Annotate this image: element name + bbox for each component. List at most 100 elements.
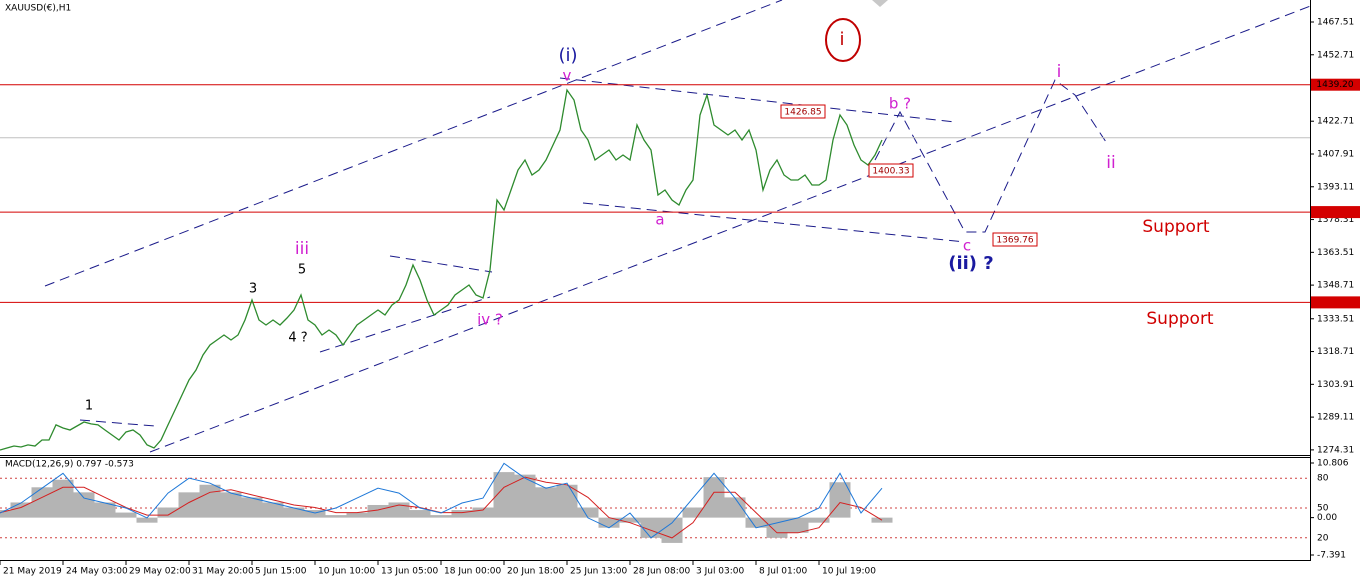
wave-label: (i) [558,45,577,66]
trend-line [79,419,156,427]
level-box [1311,206,1360,219]
macd-bar [220,492,242,518]
price-tag-box [780,104,826,119]
price-tag: 1369.76 [996,236,1033,246]
x-tick-label: 20 Jun 18:00 [507,567,564,577]
x-tick-label: 24 May 03:00 [66,567,128,577]
wave-label: i [839,29,844,50]
y-tick-label: 10.806 [1317,458,1349,468]
macd-bar [598,517,620,528]
level-label: 1439.20 [1316,80,1353,90]
macd-bar [451,510,473,518]
price-line [0,88,883,451]
y-tick-label: 1348.71 [1317,281,1354,291]
wave-label: ii [1106,153,1115,173]
indicator-line [0,462,883,539]
x-tick-label: 13 Jun 05:00 [381,567,438,577]
macd-bar [115,512,137,518]
y-tick-label: 1422.71 [1317,117,1354,127]
y-tick-label: 1467.51 [1317,17,1354,27]
y-tick-label: 1274.31 [1317,445,1354,455]
x-tick-label: 31 May 20:00 [192,567,254,577]
macd-bar [430,515,452,518]
macd-bar [241,497,263,518]
scroll-marker [872,0,888,7]
y2-tick-label: 80 [1317,474,1329,484]
macd-bar [724,497,746,518]
y-tick-label: 1333.51 [1317,314,1354,324]
wave-label: i [1057,62,1062,82]
x-tick-label: 3 Jul 03:00 [696,567,745,577]
macd-bar [703,477,725,518]
x-tick-label: 8 Jul 01:00 [759,567,808,577]
wave-label: b ? [889,95,911,113]
macd-bar [661,517,683,543]
macd-bar [808,517,830,523]
wave-label: v [563,67,572,85]
macd-bar [325,515,347,518]
macd-bar [556,484,578,518]
trend-line [389,255,493,273]
channel-line [44,0,783,287]
y2-tick-label: 20 [1317,533,1329,543]
indicator-title: MACD(12,26,9) 0.797 -0.573 [5,460,134,470]
y-tick-label: -7.391 [1317,550,1346,560]
macd-bar [577,507,599,518]
macd-bar [283,507,305,518]
macd-bar [199,484,221,518]
y-tick-label: 1303.91 [1317,380,1354,390]
macd-bar [409,510,431,518]
level-box [1311,296,1360,309]
level-box [1311,78,1360,91]
support-label: Support [1142,217,1210,237]
x-tick-label: 29 May 02:00 [129,567,191,577]
macd-bar [787,517,809,533]
x-tick-label: 5 Jun 15:00 [255,567,307,577]
macd-bar [640,517,662,538]
price-tag-box [992,232,1038,247]
macd-bar [367,504,389,518]
macd-bar [31,487,53,518]
price-tag-box [868,163,914,178]
y-tick-label: 1407.91 [1317,149,1354,159]
y-tick-label: 1393.11 [1317,182,1354,192]
macd-bar [682,507,704,518]
wave-label: a [655,211,664,229]
macd-bar [745,517,767,528]
price-tag: 1426.85 [784,108,821,118]
support-label: Support [1146,309,1214,329]
x-tick-label: 28 Jun 08:00 [633,567,690,577]
trend-line [319,296,491,353]
wave-label: (ii) ? [948,253,994,274]
projection-path [874,79,1109,233]
macd-bar [472,507,494,518]
y-tick-label: 1289.11 [1317,413,1354,423]
level-box [1311,131,1360,144]
wave-label: iv ? [477,311,503,329]
macd-bar [52,479,74,518]
macd-bar [619,517,641,523]
macd-bar [10,502,32,518]
macd-bar [94,502,116,518]
x-tick-label: 10 Jun 10:00 [318,567,375,577]
trend-lines [44,0,1314,453]
wave-label: c [963,237,971,255]
wave-label: 5 [298,263,306,278]
y-tick-label: 1363.51 [1317,248,1354,258]
wave-label: iii [295,239,309,259]
macd-bar [514,474,536,518]
price-plot [0,84,1310,451]
wave-circle [825,18,861,62]
wave-label: 4 ? [288,331,307,346]
x-tick-label: 18 Jun 00:00 [444,567,501,577]
trend-line [559,77,956,123]
x-tick-label: 10 Jul 19:00 [822,567,876,577]
wave-label: 1 [85,399,93,414]
macd-bar [262,502,284,518]
y-tick-label: 1318.71 [1317,347,1354,357]
x-tick-label: 21 May 2019 [3,567,62,577]
macd-bar [136,517,158,523]
wave-label: 3 [249,282,257,297]
y2-tick-label: 50 [1317,504,1329,514]
